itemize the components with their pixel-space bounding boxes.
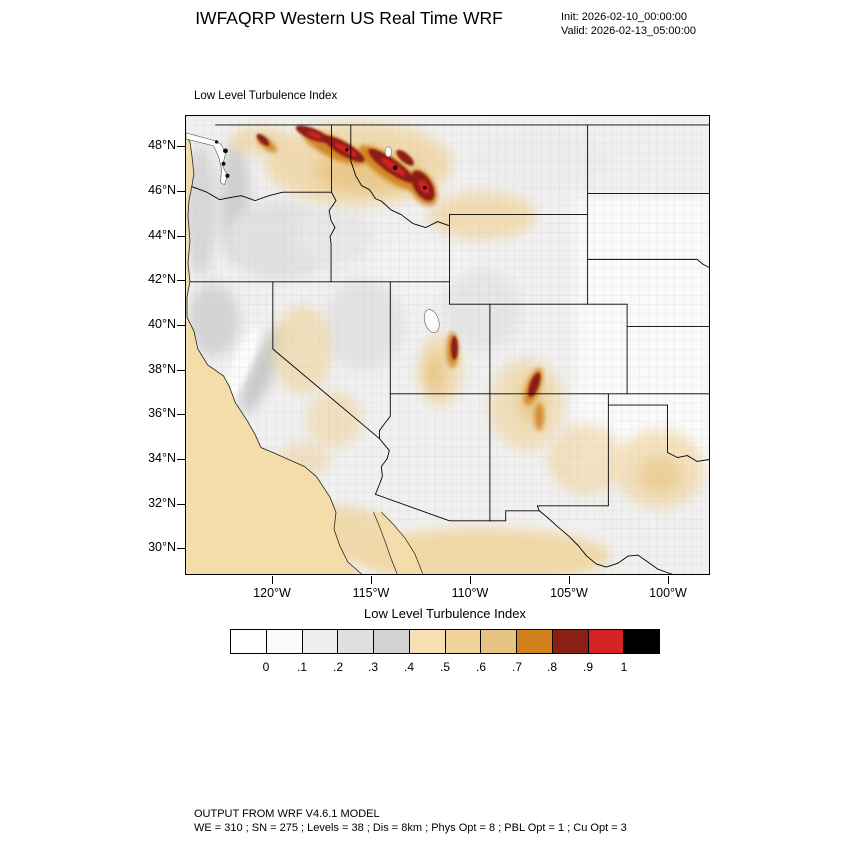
ocean-fill <box>186 132 424 574</box>
colorbar-tick-label: .3 <box>367 660 378 674</box>
flathead-lake <box>384 146 392 158</box>
colorbar-tick-label: .5 <box>439 660 450 674</box>
lon-tick-label: 105°W <box>550 586 588 600</box>
run-times: Init: 2026-02-10_00:00:00 Valid: 2026-02… <box>561 11 696 38</box>
lat-tick-label: 42°N <box>148 272 176 286</box>
lon-tick-label: 115°W <box>352 586 390 600</box>
lat-tick-mark <box>177 414 185 416</box>
init-time: Init: 2026-02-10_00:00:00 <box>561 11 687 23</box>
colorbar-tick-label: .1 <box>296 660 307 674</box>
lat-tick-mark <box>177 191 185 193</box>
lon-tick-mark <box>569 576 571 584</box>
lat-tick-mark <box>177 548 185 550</box>
map-frame <box>185 115 710 575</box>
colorbar-cell <box>588 630 625 653</box>
lon-tick-label: 100°W <box>649 586 687 600</box>
colorbar-cell <box>552 630 589 653</box>
lat-tick-mark <box>177 504 185 506</box>
colorbar-cell <box>302 630 339 653</box>
lat-tick-mark <box>177 325 185 327</box>
colorbar-cell <box>624 630 659 653</box>
coastline <box>186 135 362 574</box>
lat-tick-mark <box>177 459 185 461</box>
colorbar-cell <box>266 630 303 653</box>
colorbar-title: Low Level Turbulence Index <box>364 606 526 621</box>
colorbar-cell <box>338 630 374 653</box>
model-config-line: WE = 310 ; SN = 275 ; Levels = 38 ; Dis … <box>194 822 627 834</box>
colorbar-tick-label: .7 <box>511 660 522 674</box>
lat-tick-label: 32°N <box>148 496 176 510</box>
lat-tick-label: 34°N <box>148 451 176 465</box>
colorbar-tick-label: .2 <box>332 660 343 674</box>
page-title: IWFAQRP Western US Real Time WRF <box>195 8 503 28</box>
lakes <box>384 146 440 333</box>
colorbar-cell <box>445 630 482 653</box>
turbulence-severe-streaks <box>256 125 545 431</box>
map-panel-title: Low Level Turbulence Index <box>194 90 338 102</box>
lon-tick-mark <box>371 576 373 584</box>
lon-tick-label: 120°W <box>253 586 291 600</box>
state-borders <box>189 124 709 574</box>
lat-tick-label: 48°N <box>148 138 176 152</box>
lat-tick-mark <box>177 146 185 148</box>
colorbar-cell <box>409 630 446 653</box>
colorbar-cell <box>231 630 267 653</box>
colorbar-tick-label: 1 <box>620 660 628 674</box>
valid-time: Valid: 2026-02-13_05:00:00 <box>561 24 696 37</box>
colorbar-tick-label: .4 <box>403 660 414 674</box>
map-canvas <box>186 116 709 574</box>
lat-tick-label: 38°N <box>148 362 176 376</box>
lon-tick-mark <box>668 576 670 584</box>
lat-tick-label: 40°N <box>148 317 176 331</box>
lon-tick-label: 110°W <box>451 586 489 600</box>
lat-tick-mark <box>177 236 185 238</box>
colorbar-tick-label: 0 <box>262 660 270 674</box>
model-output-line: OUTPUT FROM WRF V4.6.1 MODEL <box>194 808 380 820</box>
lon-tick-mark <box>470 576 472 584</box>
colorbar-tick-label: .6 <box>475 660 486 674</box>
great-salt-lake <box>423 309 440 333</box>
colorbar-tick-label: .9 <box>582 660 593 674</box>
puget-sound <box>186 132 228 186</box>
colorbar-cell <box>374 630 410 653</box>
colorbar <box>230 629 660 654</box>
lat-tick-mark <box>177 370 185 372</box>
lat-tick-label: 30°N <box>148 540 176 554</box>
colorbar-tick-label: .8 <box>546 660 557 674</box>
lat-tick-mark <box>177 280 185 282</box>
lat-tick-label: 44°N <box>148 228 176 242</box>
lon-tick-mark <box>272 576 274 584</box>
lat-tick-label: 36°N <box>148 406 176 420</box>
colorbar-cell <box>517 630 553 653</box>
colorbar-cell <box>481 630 517 653</box>
lat-tick-label: 46°N <box>148 183 176 197</box>
